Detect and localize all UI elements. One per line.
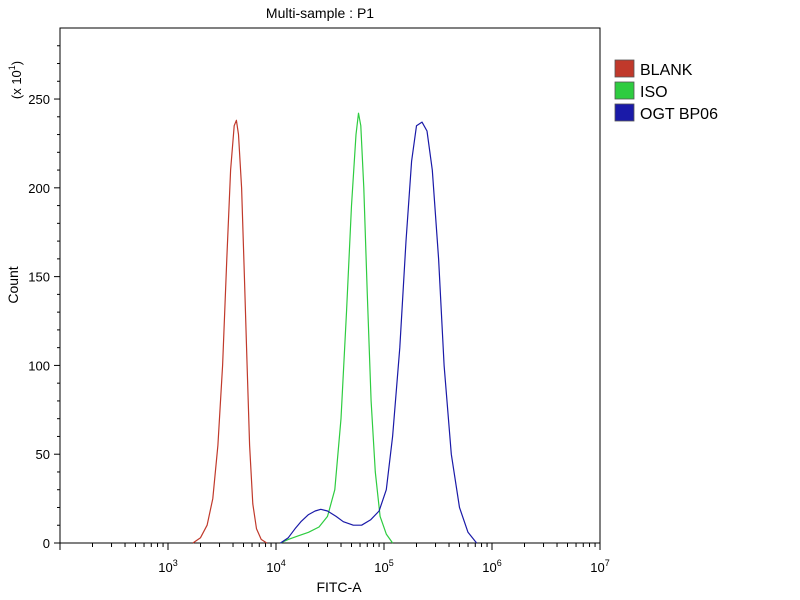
series-line-blank — [192, 119, 268, 544]
x-tick-label: 106 — [482, 558, 501, 575]
legend-swatch — [614, 103, 635, 122]
y-tick-label: 100 — [28, 358, 50, 373]
y-tick-label: 150 — [28, 270, 50, 285]
y-axis: 0 50 100 150 200 250 — [28, 45, 60, 551]
x-tick-exp: 5 — [389, 558, 394, 568]
x-tick-exp: 7 — [605, 558, 610, 568]
legend-label: ISO — [640, 84, 668, 101]
x-tick-base: 10 — [590, 560, 604, 575]
legend-label: OGT BP06 — [640, 106, 718, 123]
chart-title: Multi-sample : P1 — [266, 5, 374, 21]
x-tick-base: 10 — [482, 560, 496, 575]
series-line-iso — [280, 112, 394, 544]
y-multiplier-exp: 1 — [7, 65, 17, 70]
x-tick-exp: 3 — [173, 558, 178, 568]
legend-label: BLANK — [640, 62, 693, 79]
x-tick-exp: 4 — [281, 558, 286, 568]
y-multiplier-prefix: (x 10 — [9, 70, 24, 99]
x-axis: 103 104 105 106 107 — [59, 543, 610, 575]
y-multiplier-close: ) — [9, 61, 24, 65]
x-tick-label: 107 — [590, 558, 609, 575]
legend: BLANK ISO OGT BP06 — [614, 59, 718, 123]
x-tick-base: 10 — [266, 560, 280, 575]
y-tick-label: 250 — [28, 92, 50, 107]
y-tick-label: 50 — [36, 447, 50, 462]
y-multiplier-label: (x 101) — [7, 61, 24, 99]
x-tick-label: 103 — [158, 558, 177, 575]
x-tick-label: 105 — [374, 558, 393, 575]
y-tick-label: 0 — [43, 536, 50, 551]
x-tick-label: 104 — [266, 558, 285, 575]
y-axis-label: Count — [5, 266, 21, 303]
legend-swatch — [614, 81, 635, 100]
x-tick-exp: 6 — [497, 558, 502, 568]
x-tick-base: 10 — [374, 560, 388, 575]
series-line-ogt-bp06 — [280, 121, 478, 544]
x-tick-base: 10 — [158, 560, 172, 575]
plot-frame — [59, 27, 601, 544]
legend-swatch — [614, 59, 635, 78]
x-axis-label: FITC-A — [316, 579, 362, 595]
series-layer — [192, 112, 478, 544]
y-tick-label: 200 — [28, 181, 50, 196]
